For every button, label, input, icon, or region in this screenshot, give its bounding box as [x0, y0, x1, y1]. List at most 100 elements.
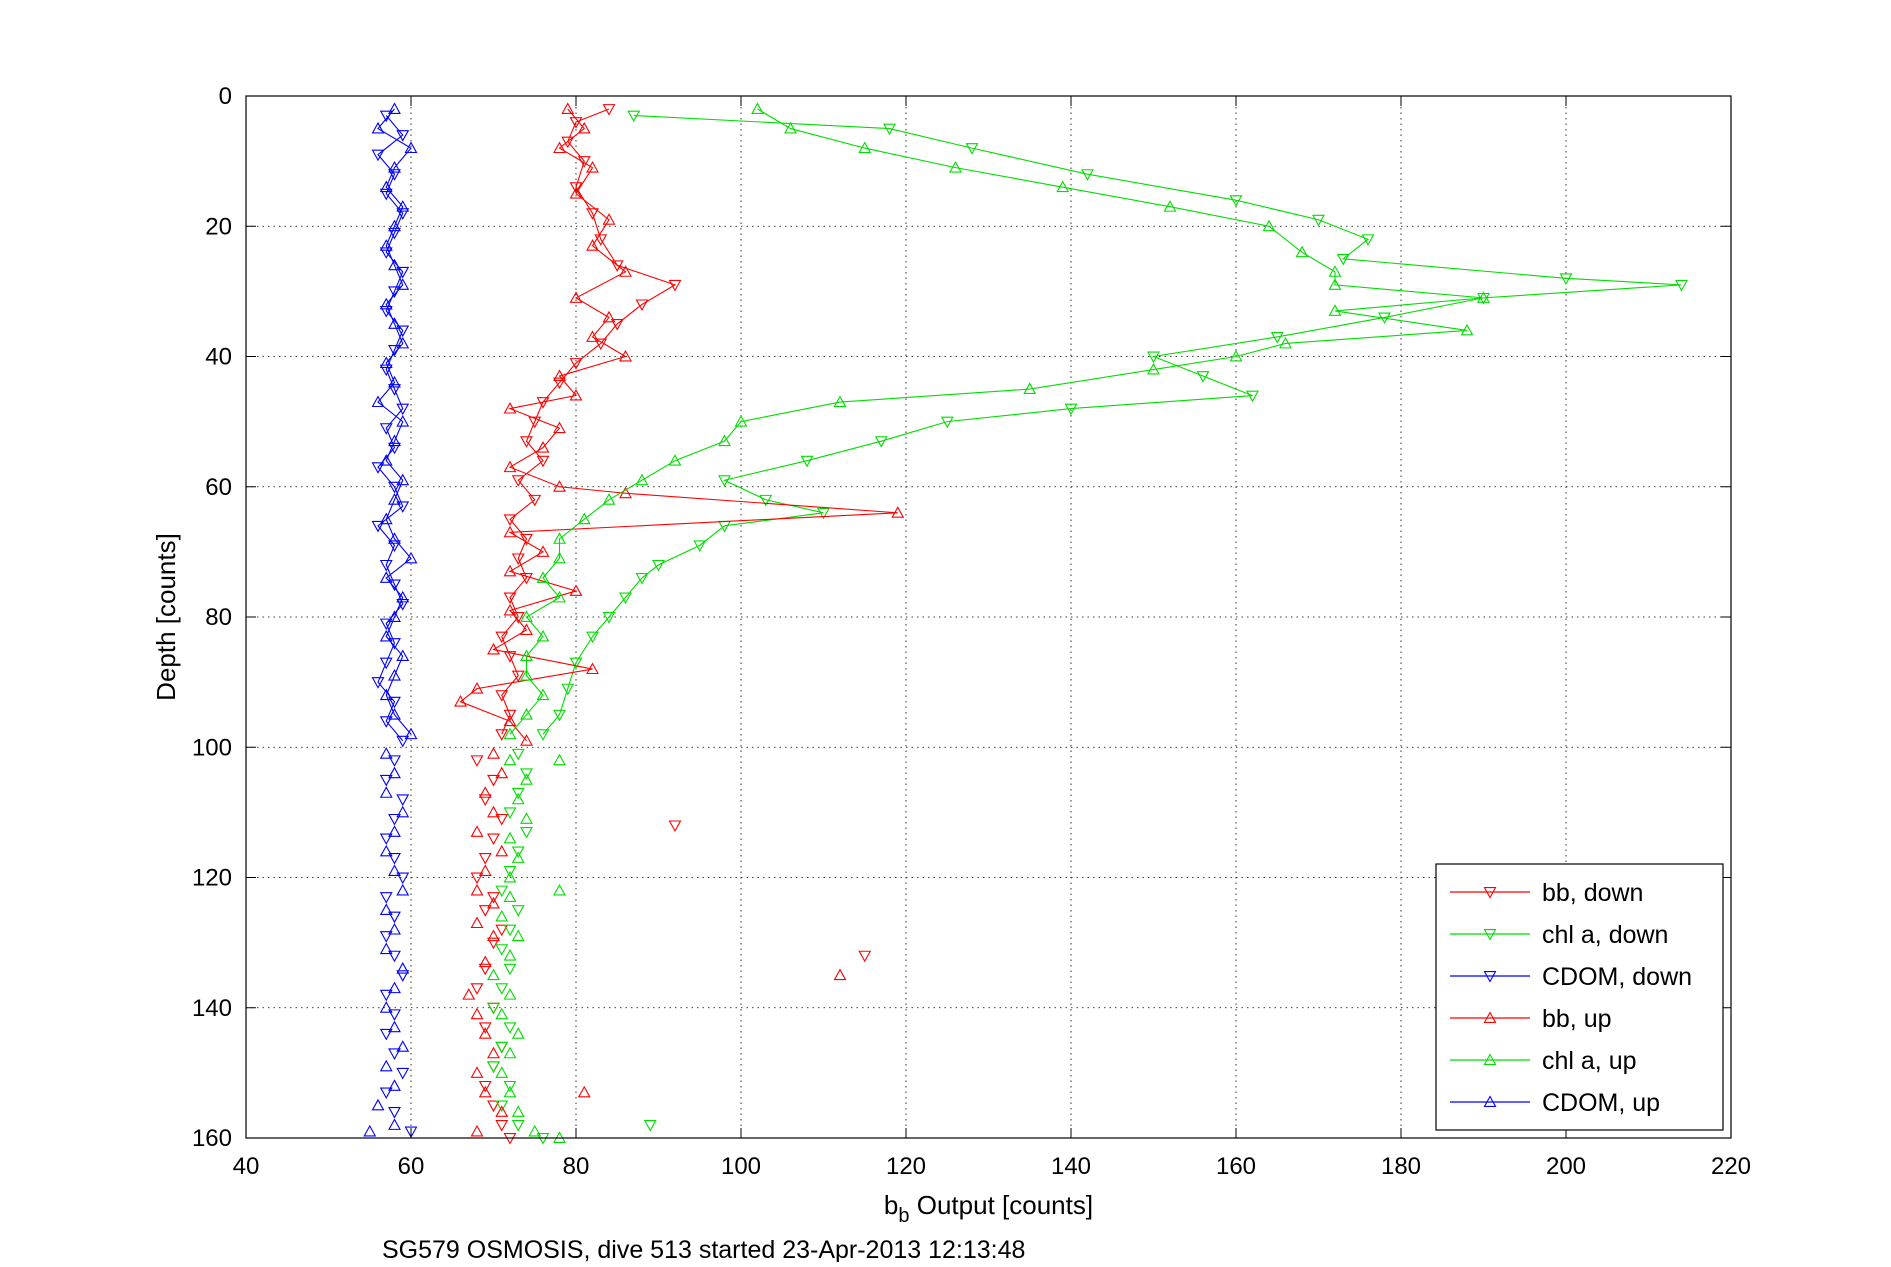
- data-point: [478, 1085, 492, 1098]
- data-point: [536, 688, 550, 701]
- data-point: [503, 709, 517, 722]
- data-point: [379, 618, 393, 631]
- axes: 40 60 80 100 120 140 160 180 200 220 0 20 40 60 80 100 1…: [192, 83, 1751, 1180]
- data-point: [503, 592, 517, 605]
- series-line: [501, 108, 677, 735]
- data-point: [470, 883, 484, 896]
- data-point: [388, 161, 401, 173]
- data-point: [503, 727, 517, 740]
- data-point: [874, 436, 888, 448]
- data-point: [503, 564, 517, 577]
- data-point: [553, 883, 566, 896]
- data-point: [553, 590, 566, 603]
- data-point: [379, 454, 393, 466]
- data-point: [388, 853, 401, 865]
- data-point: [520, 812, 533, 824]
- data-point: [1295, 245, 1309, 258]
- data-point: [396, 883, 410, 896]
- data-point: [734, 414, 748, 427]
- data-point: [602, 310, 616, 323]
- data-point: [553, 551, 566, 564]
- data-point: [388, 219, 401, 232]
- data-point: [503, 831, 517, 844]
- data-point: [858, 141, 872, 154]
- data-point: [495, 983, 509, 995]
- data-point: [379, 571, 393, 583]
- data-point: [379, 1059, 393, 1072]
- data-point: [1675, 279, 1688, 292]
- data-point: [586, 662, 599, 675]
- data-point: [718, 434, 731, 447]
- data-point: [495, 631, 509, 644]
- data-point: [511, 1105, 525, 1117]
- data-point: [536, 455, 550, 468]
- data-point: [396, 325, 410, 338]
- x-tick-label: 60: [398, 1153, 425, 1180]
- data-point: [388, 708, 401, 720]
- data-point: [503, 651, 517, 663]
- data-point: [396, 473, 410, 486]
- data-point: [379, 423, 393, 435]
- data-point: [553, 753, 566, 766]
- data-point: [379, 844, 393, 857]
- data-point: [503, 963, 517, 976]
- data-point: [470, 1066, 484, 1078]
- data-point: [503, 1022, 517, 1034]
- data-point: [577, 1085, 591, 1098]
- data-point: [454, 695, 467, 707]
- data-point: [396, 1040, 410, 1052]
- data-point: [569, 291, 583, 303]
- data-point: [511, 748, 525, 761]
- x-tick-label: 180: [1381, 1153, 1421, 1180]
- data-point: [693, 540, 707, 552]
- data-point: [949, 161, 962, 173]
- data-point: [379, 188, 393, 201]
- data-point: [388, 434, 401, 447]
- data-point: [511, 787, 525, 800]
- data-point: [503, 460, 517, 473]
- data-point: [495, 813, 509, 826]
- data-point: [800, 455, 814, 468]
- data-point: [1361, 234, 1375, 246]
- data-point: [602, 612, 616, 624]
- data-point: [478, 1022, 492, 1034]
- series-line: [377, 115, 404, 742]
- y-tick-label: 140: [192, 995, 232, 1022]
- x-axis-label-rest: Output [counts]: [910, 1190, 1094, 1220]
- data-point: [619, 592, 632, 605]
- data-point: [536, 441, 550, 453]
- data-point: [495, 766, 509, 779]
- data-point: [1196, 371, 1210, 383]
- legend-marker: [1483, 971, 1497, 983]
- data-point: [1279, 336, 1292, 349]
- series-2: [371, 110, 410, 748]
- data-point: [388, 755, 401, 767]
- data-point: [388, 493, 401, 505]
- data-point: [371, 395, 385, 408]
- data-point: [503, 603, 517, 616]
- series-9: [462, 747, 847, 1137]
- data-point: [487, 896, 500, 909]
- data-point: [668, 454, 682, 466]
- y-tick-label: 60: [205, 474, 232, 501]
- data-point: [1064, 403, 1078, 416]
- series-line: [377, 108, 412, 735]
- legend-entry: chl a, down: [1450, 921, 1668, 949]
- data-point: [478, 786, 492, 798]
- data-point: [759, 494, 773, 507]
- data-point: [511, 475, 525, 487]
- data-point: [396, 872, 410, 885]
- data-point: [520, 668, 533, 681]
- data-point: [1056, 180, 1070, 193]
- data-point: [487, 833, 500, 846]
- data-point: [478, 955, 492, 968]
- data-point: [520, 572, 533, 585]
- series-11: [363, 747, 410, 1137]
- data-point: [520, 436, 533, 448]
- x-tick-label: 140: [1051, 1153, 1091, 1180]
- data-point: [396, 278, 410, 290]
- data-point: [833, 968, 847, 981]
- data-point: [388, 950, 401, 963]
- data-point: [520, 649, 533, 662]
- data-point: [1262, 219, 1276, 232]
